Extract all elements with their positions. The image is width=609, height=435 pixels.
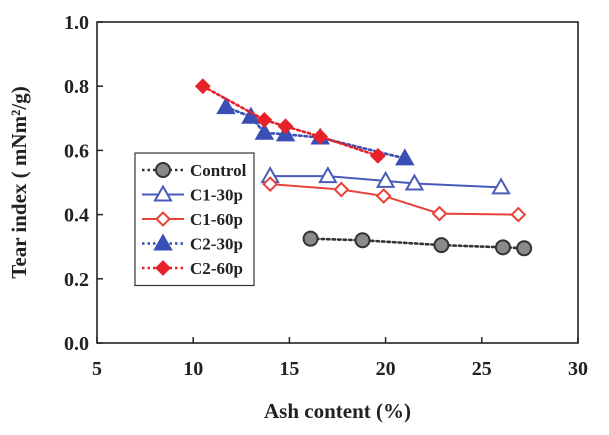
data-point-c1-60p bbox=[510, 206, 527, 223]
data-point-control bbox=[516, 240, 533, 257]
legend-marker-c2-60p bbox=[155, 260, 171, 276]
x-axis-title: Ash content (%) bbox=[264, 399, 411, 423]
data-point-c2-30p bbox=[216, 97, 236, 115]
y-tick-label: 0.8 bbox=[64, 76, 89, 98]
legend-marker-control bbox=[155, 162, 171, 178]
data-point-control bbox=[302, 230, 319, 247]
legend-label-control: Control bbox=[190, 161, 247, 180]
data-point-c1-30p bbox=[491, 177, 511, 195]
data-point-c2-60p bbox=[194, 78, 211, 95]
data-point-control bbox=[494, 239, 511, 256]
legend-label-c1-60p: C1-60p bbox=[190, 210, 243, 229]
y-tick-label: 1.0 bbox=[64, 12, 89, 34]
legend-marker-c1-60p bbox=[155, 211, 171, 227]
x-tick-label: 20 bbox=[376, 358, 396, 380]
data-point-c1-60p bbox=[333, 181, 350, 198]
plot-area-frame bbox=[96, 21, 579, 344]
data-point-c1-30p bbox=[404, 173, 425, 191]
data-point-c2-60p bbox=[256, 111, 273, 128]
y-axis-title: Tear index ( mNm²/g) bbox=[7, 86, 31, 278]
data-point-c2-60p bbox=[277, 118, 294, 135]
data-point-c2-60p bbox=[369, 147, 386, 164]
y-tick-label: 0.4 bbox=[64, 205, 89, 227]
data-point-c1-60p bbox=[431, 205, 448, 222]
data-point-c2-30p bbox=[254, 122, 275, 140]
data-point-control bbox=[433, 237, 450, 254]
y-tick-label: 0.6 bbox=[64, 140, 89, 162]
data-point-c2-30p bbox=[395, 148, 415, 166]
legend-marker-c2-30p bbox=[153, 233, 173, 251]
data-point-c1-60p bbox=[375, 188, 392, 204]
legend-label-c1-30p: C1-30p bbox=[190, 186, 243, 205]
x-tick-label: 25 bbox=[472, 358, 492, 380]
legend-label-c2-30p: C2-30p bbox=[190, 235, 243, 254]
legend-label-c2-60p: C2-60p bbox=[190, 259, 243, 278]
x-tick-label: 30 bbox=[568, 358, 588, 380]
series-line-c1-60p bbox=[269, 183, 520, 216]
y-tick-label: 0.0 bbox=[64, 333, 89, 355]
data-point-c1-30p bbox=[375, 170, 396, 188]
data-point-c1-60p bbox=[262, 176, 279, 193]
series-line-control bbox=[309, 237, 526, 250]
data-point-c2-60p bbox=[312, 128, 329, 145]
data-point-c1-30p bbox=[318, 166, 338, 184]
x-tick-label: 5 bbox=[92, 358, 102, 380]
data-point-control bbox=[354, 232, 371, 249]
y-tick-label: 0.2 bbox=[64, 269, 89, 291]
series-line-c2-60p bbox=[201, 84, 380, 158]
x-tick-label: 10 bbox=[183, 358, 203, 380]
legend-marker-c1-30p bbox=[153, 184, 173, 202]
x-tick-label: 15 bbox=[279, 358, 299, 380]
